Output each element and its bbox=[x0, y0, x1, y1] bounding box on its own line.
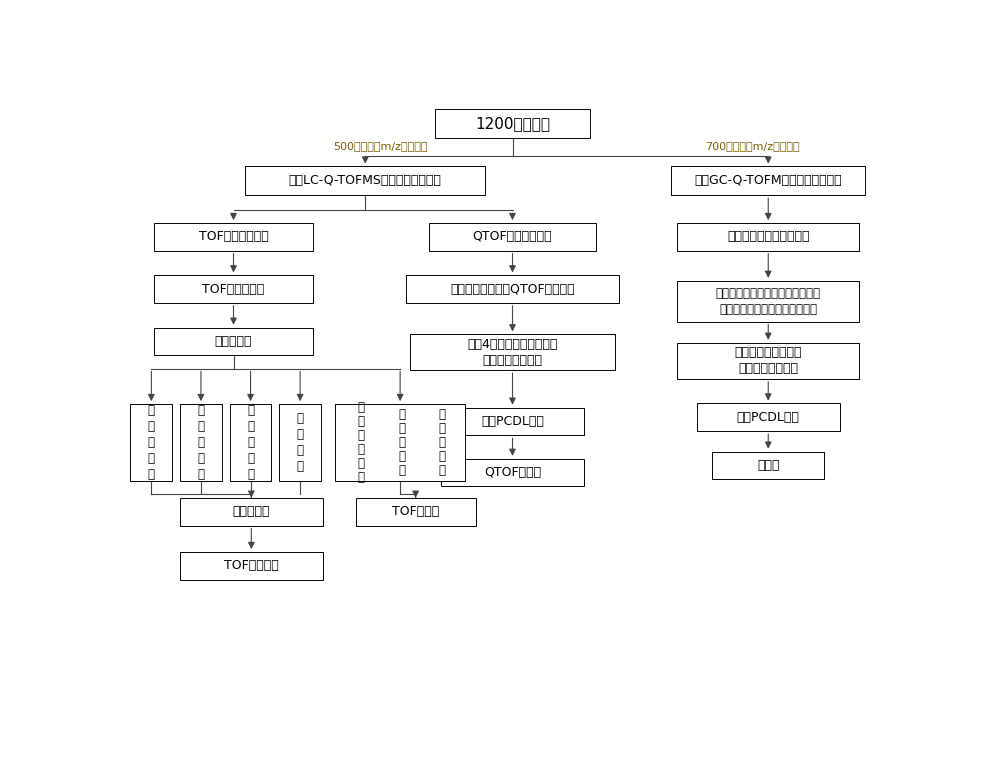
FancyBboxPatch shape bbox=[180, 404, 222, 481]
Text: 精
确
分
子
量: 精 确 分 子 量 bbox=[398, 408, 405, 477]
FancyBboxPatch shape bbox=[677, 343, 859, 379]
Text: QTOF数据库的建立: QTOF数据库的建立 bbox=[473, 230, 552, 244]
Text: 化
合
物
名
称: 化 合 物 名 称 bbox=[438, 408, 445, 477]
Text: 精
确
分
子
力
量: 精 确 分 子 力 量 bbox=[357, 401, 364, 484]
Text: QTOF数据库: QTOF数据库 bbox=[484, 466, 541, 479]
FancyBboxPatch shape bbox=[335, 404, 465, 481]
FancyBboxPatch shape bbox=[154, 223, 313, 251]
FancyBboxPatch shape bbox=[429, 223, 596, 251]
FancyBboxPatch shape bbox=[245, 166, 485, 195]
FancyBboxPatch shape bbox=[677, 280, 859, 322]
Text: TOF数据库: TOF数据库 bbox=[392, 505, 439, 518]
FancyBboxPatch shape bbox=[712, 451, 824, 480]
Text: 保
留
时
间: 保 留 时 间 bbox=[297, 412, 304, 473]
FancyBboxPatch shape bbox=[410, 334, 615, 370]
FancyBboxPatch shape bbox=[677, 223, 859, 251]
Text: 选择4个碰撞能下碎片离子
信息丰富的质谱图: 选择4个碰撞能下碎片离子 信息丰富的质谱图 bbox=[467, 338, 558, 367]
Text: TOF初筛依据: TOF初筛依据 bbox=[224, 559, 279, 572]
FancyBboxPatch shape bbox=[441, 408, 584, 435]
Text: 1200多种农药: 1200多种农药 bbox=[475, 116, 550, 131]
FancyBboxPatch shape bbox=[406, 276, 619, 303]
Text: 建立LC-Q-TOFMS的一、二级数据库: 建立LC-Q-TOFMS的一、二级数据库 bbox=[289, 174, 442, 187]
FancyBboxPatch shape bbox=[180, 497, 323, 526]
FancyBboxPatch shape bbox=[180, 552, 323, 580]
Text: 分子式检索: 分子式检索 bbox=[215, 335, 252, 348]
Text: 500多种，高m/z，低挥发: 500多种，高m/z，低挥发 bbox=[334, 141, 428, 152]
Text: 同
位
素
分
布: 同 位 素 分 布 bbox=[197, 404, 204, 481]
Text: 建立GC-Q-TOFM的碎片离子谱图库: 建立GC-Q-TOFM的碎片离子谱图库 bbox=[694, 174, 842, 187]
Text: TOF数据库的建立: TOF数据库的建立 bbox=[199, 230, 268, 244]
FancyBboxPatch shape bbox=[154, 276, 313, 303]
FancyBboxPatch shape bbox=[279, 404, 321, 481]
FancyBboxPatch shape bbox=[697, 404, 840, 431]
FancyBboxPatch shape bbox=[671, 166, 865, 195]
FancyBboxPatch shape bbox=[441, 458, 584, 487]
FancyBboxPatch shape bbox=[356, 497, 476, 526]
Text: TOF模式下测定: TOF模式下测定 bbox=[202, 283, 265, 296]
Text: 符合得分值: 符合得分值 bbox=[233, 505, 270, 518]
Text: 导入PCDL软件: 导入PCDL软件 bbox=[737, 411, 800, 424]
FancyBboxPatch shape bbox=[154, 328, 313, 355]
Text: 输入母离子，建立QTOF采集方法: 输入母离子，建立QTOF采集方法 bbox=[450, 283, 575, 296]
Text: 保留时间、特征碎片离子精确质量
数、离子丰度比、一级全扫谱图: 保留时间、特征碎片离子精确质量 数、离子丰度比、一级全扫谱图 bbox=[716, 287, 821, 316]
Text: 导入PCDL软件: 导入PCDL软件 bbox=[481, 415, 544, 428]
FancyBboxPatch shape bbox=[435, 109, 590, 138]
FancyBboxPatch shape bbox=[230, 404, 271, 481]
Text: 编辑质谱图上碎片离
子精确质量数信息: 编辑质谱图上碎片离 子精确质量数信息 bbox=[734, 346, 802, 375]
Text: 精
确
分
子
量: 精 确 分 子 量 bbox=[247, 404, 254, 481]
Text: 一级全扫描获得全谱数据: 一级全扫描获得全谱数据 bbox=[727, 230, 810, 244]
Text: 700多种，低m/z，高挥发: 700多种，低m/z，高挥发 bbox=[705, 141, 800, 152]
FancyBboxPatch shape bbox=[130, 404, 172, 481]
Text: 谱图库: 谱图库 bbox=[757, 459, 780, 472]
Text: 同
位
素
比
例: 同 位 素 比 例 bbox=[148, 404, 155, 481]
